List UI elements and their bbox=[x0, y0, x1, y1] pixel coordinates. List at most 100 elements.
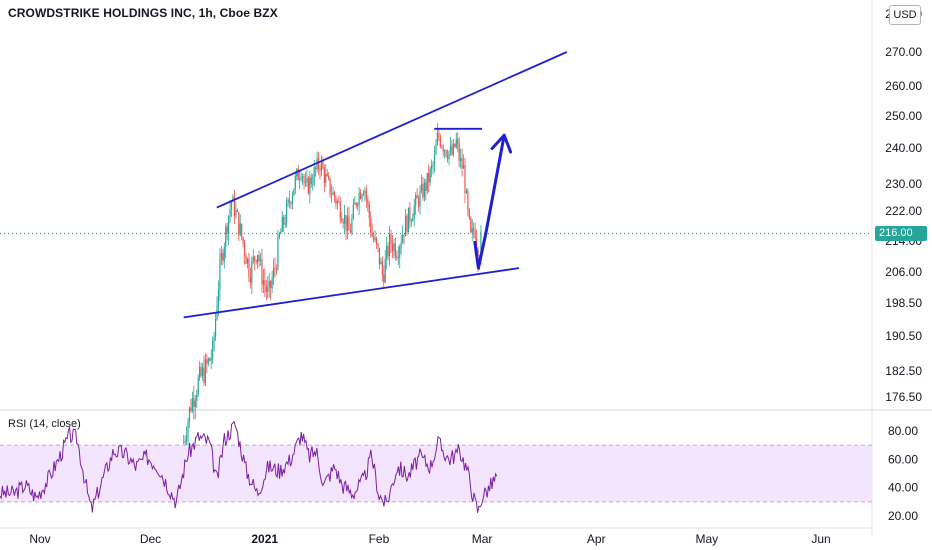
candle-body bbox=[196, 394, 198, 401]
candle-body bbox=[313, 167, 315, 184]
price-tick-label: 270.00 bbox=[885, 45, 922, 59]
candle-body bbox=[243, 243, 246, 256]
price-tick-label: 198.50 bbox=[885, 296, 922, 310]
candle-body bbox=[261, 259, 263, 285]
price-tick-label: 230.00 bbox=[885, 177, 922, 191]
candle-body bbox=[345, 214, 347, 231]
candle-body bbox=[294, 176, 296, 189]
candle-body bbox=[367, 198, 369, 204]
candle-body bbox=[480, 231, 482, 259]
candle-body bbox=[386, 245, 388, 259]
candle-body bbox=[214, 319, 217, 338]
candle-body bbox=[219, 258, 221, 291]
candle-body bbox=[451, 146, 453, 155]
candle-body bbox=[259, 259, 262, 262]
candle-body bbox=[413, 205, 415, 219]
time-tick-label: Dec bbox=[140, 532, 161, 546]
candle-body bbox=[310, 177, 312, 185]
candle-body bbox=[420, 184, 423, 192]
candle-body bbox=[301, 176, 304, 178]
candle-body bbox=[258, 255, 260, 262]
candle-body bbox=[293, 188, 295, 196]
chart-title: CROWDSTRIKE HOLDINGS INC, 1h, Cboe BZX bbox=[8, 6, 278, 20]
candle-body bbox=[330, 194, 333, 196]
rsi-line bbox=[0, 420, 498, 513]
projection-arrowhead bbox=[490, 133, 513, 154]
candle-body bbox=[383, 274, 385, 283]
candle-body bbox=[409, 207, 411, 222]
candle-body bbox=[201, 367, 204, 376]
candle-body bbox=[410, 221, 412, 222]
candle-body bbox=[312, 183, 314, 185]
candle-body bbox=[362, 193, 365, 196]
candle-body bbox=[364, 190, 366, 194]
candle-body bbox=[188, 407, 191, 422]
candle-body bbox=[338, 200, 340, 202]
candle-body bbox=[397, 257, 399, 259]
time-tick-label: Jun bbox=[811, 532, 830, 546]
candle-body bbox=[428, 172, 430, 183]
candle-body bbox=[230, 201, 233, 209]
candle-body bbox=[268, 280, 270, 288]
candle-body bbox=[283, 216, 285, 225]
price-candles bbox=[183, 123, 482, 449]
rsi-tick-label: 80.00 bbox=[888, 424, 918, 438]
candle-body bbox=[373, 236, 375, 240]
time-axis: Nov Dec 2021 Feb Mar Apr May Jun bbox=[0, 527, 872, 546]
candle-body bbox=[252, 256, 254, 261]
candle-body bbox=[455, 139, 457, 148]
currency-button[interactable]: USD bbox=[889, 5, 921, 25]
candle-body bbox=[304, 182, 307, 184]
candle-body bbox=[332, 192, 334, 195]
candle-body bbox=[415, 195, 417, 206]
candle-body bbox=[277, 237, 279, 270]
candle-body bbox=[228, 216, 230, 234]
candle-body bbox=[236, 210, 238, 213]
candle-body bbox=[290, 202, 292, 205]
rsi-indicator-label[interactable]: RSI (14, close) bbox=[8, 418, 81, 430]
candle-body bbox=[446, 155, 449, 160]
candle-body bbox=[262, 280, 265, 285]
candle-body bbox=[344, 214, 346, 224]
candle-body bbox=[357, 204, 359, 206]
time-tick-label: Apr bbox=[587, 532, 606, 546]
candle-body bbox=[445, 150, 447, 156]
candle-body bbox=[288, 199, 291, 203]
candle-body bbox=[291, 195, 294, 205]
candle-body bbox=[322, 161, 324, 169]
candle-body bbox=[326, 173, 328, 176]
candle-body bbox=[388, 233, 391, 257]
candle-body bbox=[467, 191, 469, 210]
candle-body bbox=[238, 212, 240, 235]
candle-body bbox=[375, 237, 378, 244]
candle-body bbox=[286, 203, 288, 223]
candle-body bbox=[412, 218, 414, 222]
candle-body bbox=[464, 164, 466, 194]
candle-body bbox=[393, 243, 395, 252]
candle-body bbox=[426, 172, 428, 191]
candle-body bbox=[191, 398, 193, 411]
candle-body bbox=[254, 256, 256, 261]
candle-body bbox=[390, 233, 392, 245]
projection-path bbox=[473, 134, 506, 270]
candle-body bbox=[185, 437, 188, 442]
candle-body bbox=[358, 192, 360, 205]
candle-body bbox=[423, 182, 425, 198]
candle-body bbox=[223, 247, 225, 261]
candle-body bbox=[458, 143, 460, 161]
candle-body bbox=[245, 255, 247, 264]
candle-body bbox=[204, 359, 207, 383]
candle-body bbox=[352, 204, 354, 219]
candle-body bbox=[193, 398, 195, 407]
candle-body bbox=[265, 285, 267, 292]
candle-body bbox=[361, 195, 363, 199]
price-tick-label: 206.00 bbox=[885, 265, 922, 279]
price-tick-label: 222.00 bbox=[885, 204, 922, 218]
candle-body bbox=[399, 247, 401, 258]
candle-body bbox=[225, 226, 227, 248]
candle-body bbox=[328, 175, 330, 179]
candle-body bbox=[381, 261, 383, 275]
candle-body bbox=[452, 143, 454, 155]
candle-body bbox=[387, 245, 389, 257]
